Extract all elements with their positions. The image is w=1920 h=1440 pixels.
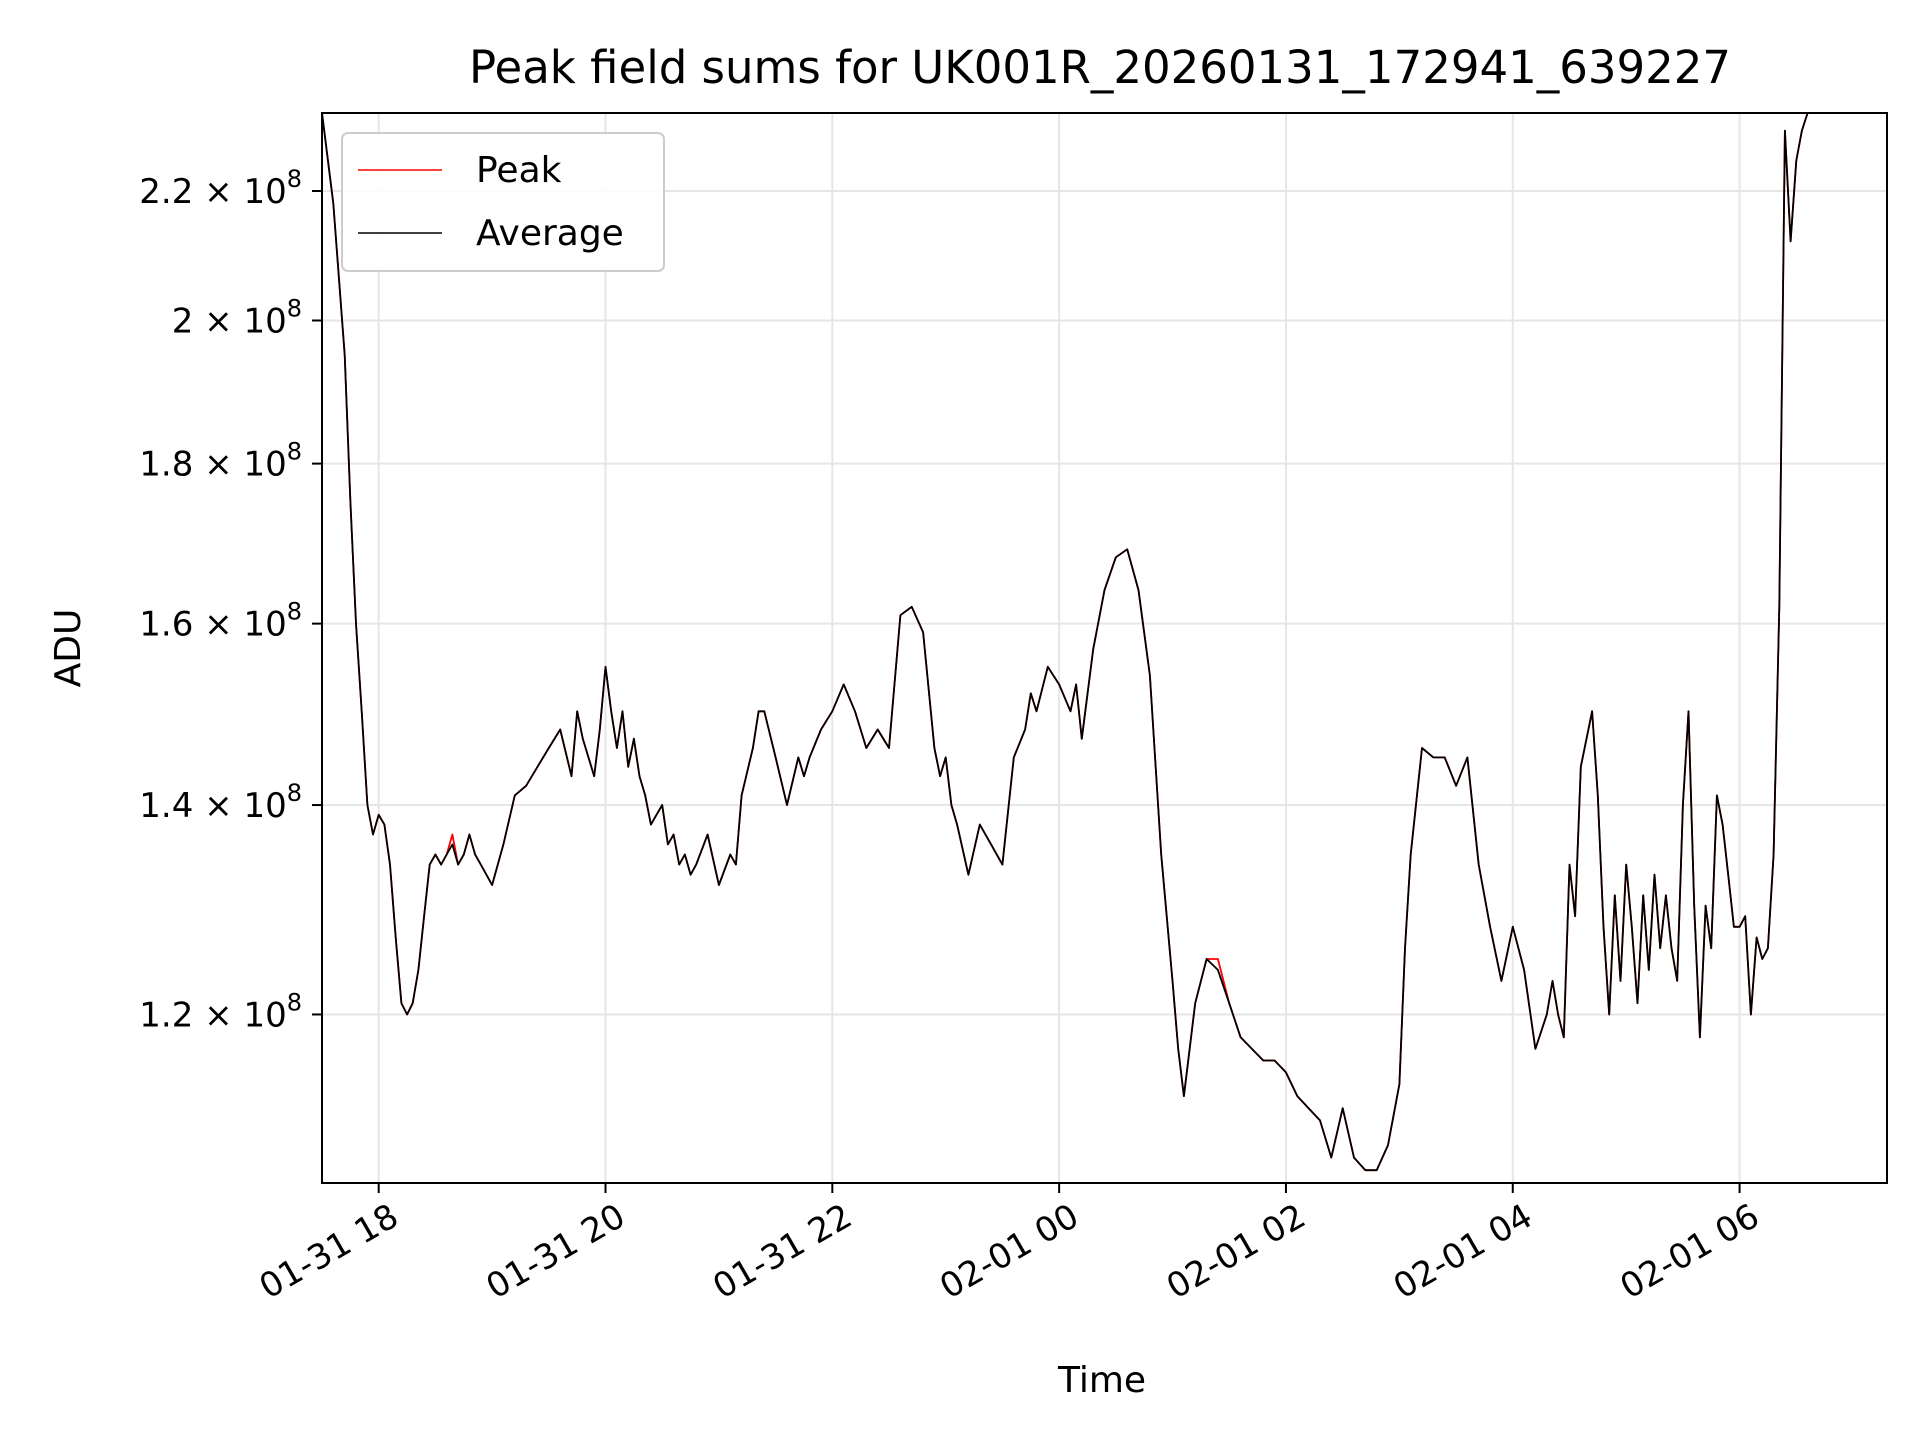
y-tick-label: 1.2 × 108 [139, 988, 302, 1035]
x-tick-label: 02-01 02 [1160, 1196, 1312, 1307]
legend-average-label: Average [476, 213, 624, 254]
x-tick-label: 02-01 06 [1614, 1196, 1766, 1307]
plot-frame [321, 112, 1888, 1184]
x-tick-label: 02-01 00 [933, 1196, 1085, 1307]
x-tick-label: 01-31 22 [706, 1196, 858, 1307]
x-tick-label: 01-31 18 [253, 1196, 405, 1307]
legend-peak-label: Peak [476, 150, 562, 191]
x-tick-label: 02-01 04 [1387, 1196, 1539, 1307]
y-axis-ticks: 1.2 × 108 1.4 × 108 1.6 × 108 1.8 × 108 2 × … [139, 165, 322, 1035]
y-tick-label: 2 × 108 [172, 294, 302, 341]
chart-title: Peak field sums for UK001R_20260131_1729… [469, 41, 1731, 94]
legend: Peak Average [341, 132, 665, 272]
average-series-line [322, 113, 1809, 1172]
x-tick-label: 01-31 20 [480, 1196, 632, 1307]
x-axis-label: Time [1057, 1360, 1146, 1401]
y-axis-label: ADU [48, 609, 89, 688]
y-tick-label: 1.8 × 108 [139, 438, 302, 485]
grid-lines [322, 113, 1887, 1183]
series-layer [322, 113, 1809, 1172]
y-tick-label: 1.4 × 108 [139, 779, 302, 826]
y-tick-label: 1.6 × 108 [139, 598, 302, 645]
legend-box [341, 132, 665, 272]
x-axis-ticks: 01-31 18 01-31 20 01-31 22 02-01 00 02-01 02… [253, 1183, 1766, 1307]
y-tick-label: 2.2 × 108 [139, 165, 302, 212]
